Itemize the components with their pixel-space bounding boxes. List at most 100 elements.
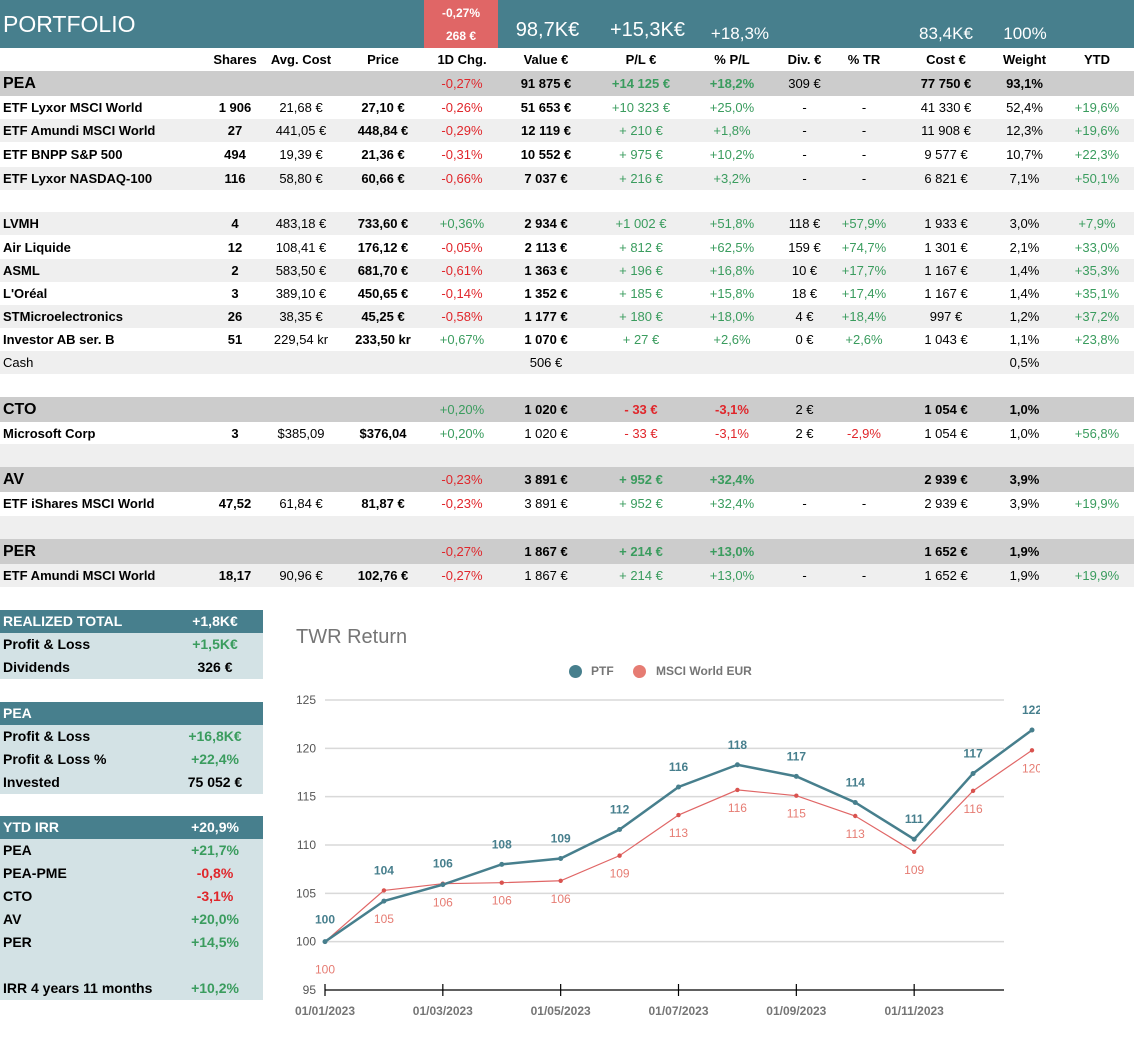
position-value: 12 119 €: [521, 123, 571, 138]
group-row-per[interactable]: PER -0,27% 1 867 € + 214 € +13,0% 1 652 …: [0, 539, 1134, 564]
col-avg-cost[interactable]: Avg. Cost: [270, 52, 332, 67]
position-price: 176,12 €: [357, 240, 409, 255]
value: +20,0%: [191, 911, 239, 927]
group-row-pea[interactable]: PEA -0,27% 91 875 € +14 125 € +18,2% 309…: [0, 71, 1134, 96]
realized-total: +1,8K€: [192, 613, 238, 629]
position-avg-cost: 229,54 kr: [273, 332, 329, 347]
col-shares[interactable]: Shares: [213, 52, 257, 67]
y-tick-label: 110: [297, 838, 316, 852]
position-row[interactable]: L'Oréal 3 389,10 € 450,65 € -0,14% 1 352 € + 1…: [0, 282, 1134, 305]
position-pct-pl: +3,2%: [713, 171, 751, 186]
group-chg: -0,23%: [441, 472, 483, 487]
position-row[interactable]: ETF Lyxor NASDAQ-100 116 58,80 € 60,66 € -0,…: [0, 167, 1134, 190]
value: -3,1%: [196, 888, 234, 904]
msci-data-label: 120: [1022, 761, 1040, 775]
x-tick-label: 01/09/2023: [766, 1004, 826, 1018]
ptf-point: [322, 939, 328, 945]
x-tick-label: 01/05/2023: [531, 1004, 591, 1018]
group-row-cto[interactable]: CTO +0,20% 1 020 € - 33 € -3,1% 2 € 1 05…: [0, 397, 1134, 422]
group-weight: 1,0%: [1009, 402, 1040, 417]
position-cost: 1 167 €: [924, 286, 968, 301]
position-dividends: -: [802, 171, 807, 186]
position-ytd: +19,9%: [1074, 568, 1120, 583]
ptf-point: [734, 762, 740, 768]
ptf-point: [440, 882, 446, 888]
position-row[interactable]: ETF Amundi MSCI World 27 441,05 € 448,84 € -…: [0, 119, 1134, 142]
ptf-point: [558, 856, 564, 862]
col-total-return[interactable]: % TR: [847, 52, 881, 67]
realized-pl-row: Profit & Loss +1,5K€: [0, 633, 263, 656]
col-cost[interactable]: Cost €: [926, 52, 966, 67]
ptf-data-label: 118: [728, 738, 748, 752]
position-pl: + 975 €: [619, 147, 663, 162]
group-cost: 1 054 €: [924, 402, 968, 417]
col-pl[interactable]: P/L €: [625, 52, 657, 67]
position-avg-cost: 583,50 €: [275, 263, 327, 278]
msci-point: [558, 878, 563, 883]
position-dividends: 0 €: [795, 332, 814, 347]
total-pl-pct: +18,3%: [710, 24, 770, 43]
ptf-point: [852, 799, 858, 805]
ptf-point: [793, 773, 799, 779]
position-name: Cash: [3, 355, 34, 370]
label: IRR 4 years 11 months: [3, 980, 153, 996]
position-ytd: +35,1%: [1074, 286, 1120, 301]
position-shares: 2: [231, 263, 239, 278]
spacer-row: [0, 444, 1134, 467]
legend-ptf-label[interactable]: PTF: [591, 664, 614, 678]
position-row[interactable]: ETF Amundi MSCI World 18,17 90,96 € 102,76 …: [0, 564, 1134, 587]
position-value: 2 113 €: [524, 240, 568, 255]
position-value: 7 037 €: [524, 171, 568, 186]
group-row-av[interactable]: AV -0,23% 3 891 € + 952 € +32,4% 2 939 €…: [0, 467, 1134, 492]
irr-long-row: IRR 4 years 11 months +10,2%: [0, 977, 263, 1000]
position-row[interactable]: LVMH 4 483,18 € 733,60 € +0,36% 2 934 € +1 002…: [0, 212, 1134, 235]
position-row[interactable]: STMicroelectronics 26 38,35 € 45,25 € -0,58%…: [0, 305, 1134, 328]
position-total-return: +74,7%: [841, 240, 887, 255]
group-div: 2 €: [795, 402, 814, 417]
spacer-row: [0, 516, 1134, 539]
position-row[interactable]: Microsoft Corp 3 $385,09 $376,04 +0,20% 1 020…: [0, 422, 1134, 445]
irr-row: PEA-PME -0,8%: [0, 862, 263, 885]
group-name: PER: [3, 543, 36, 560]
col-price[interactable]: Price: [367, 52, 399, 67]
irr-title: YTD IRR: [3, 819, 59, 835]
col-value[interactable]: Value €: [523, 52, 569, 67]
position-day-change: -0,05%: [441, 240, 483, 255]
position-name: STMicroelectronics: [3, 309, 123, 324]
ptf-data-label: 114: [846, 775, 866, 789]
position-price: 102,76 €: [357, 568, 409, 583]
position-day-change: +0,20%: [439, 426, 485, 441]
irr-row: CTO -3,1%: [0, 885, 263, 908]
position-row[interactable]: ETF iShares MSCI World 47,52 61,84 € 81,87 …: [0, 492, 1134, 515]
position-name: ASML: [3, 263, 40, 278]
col-1d-change[interactable]: 1D Chg.: [437, 52, 487, 67]
group-value: 3 891 €: [524, 472, 568, 487]
position-price: 27,10 €: [361, 100, 405, 115]
irr-total: +20,9%: [191, 819, 239, 835]
col-ytd[interactable]: YTD: [1084, 52, 1110, 67]
group-value: 1 020 €: [524, 402, 568, 417]
ptf-point: [499, 861, 505, 867]
position-row[interactable]: ETF Lyxor MSCI World 1 906 21,68 € 27,10 € -…: [0, 96, 1134, 119]
label: Profit & Loss %: [3, 751, 107, 767]
realized-title: REALIZED TOTAL: [3, 613, 123, 629]
realized-header: REALIZED TOTAL +1,8K€: [0, 610, 263, 633]
position-row[interactable]: ETF BNPP S&P 500 494 19,39 € 21,36 € -0,31% 1…: [0, 143, 1134, 166]
col-pct-pl[interactable]: % P/L: [714, 52, 750, 67]
position-name: ETF BNPP S&P 500: [3, 147, 123, 162]
ptf-data-label: 108: [492, 837, 512, 851]
col-dividends[interactable]: Div. €: [787, 52, 822, 67]
cash-row[interactable]: Cash 506 € 0,5%: [0, 351, 1134, 374]
msci-data-label: 109: [904, 863, 924, 877]
position-row[interactable]: Air Liquide 12 108,41 € 176,12 € -0,05% 2 113…: [0, 236, 1134, 259]
position-avg-cost: 61,84 €: [279, 496, 323, 511]
pea-panel-header: PEA: [0, 702, 263, 725]
spacer-row: [0, 374, 1134, 397]
legend-msci-label[interactable]: MSCI World EUR: [656, 664, 752, 678]
value: +10,2%: [191, 980, 239, 996]
position-day-change: -0,14%: [441, 286, 483, 301]
position-pl: + 216 €: [619, 171, 663, 186]
position-row[interactable]: ASML 2 583,50 € 681,70 € -0,61% 1 363 € + 196 …: [0, 259, 1134, 282]
position-row[interactable]: Investor AB ser. B 51 229,54 kr 233,50 kr +0…: [0, 328, 1134, 351]
col-weight[interactable]: Weight: [1002, 52, 1047, 67]
